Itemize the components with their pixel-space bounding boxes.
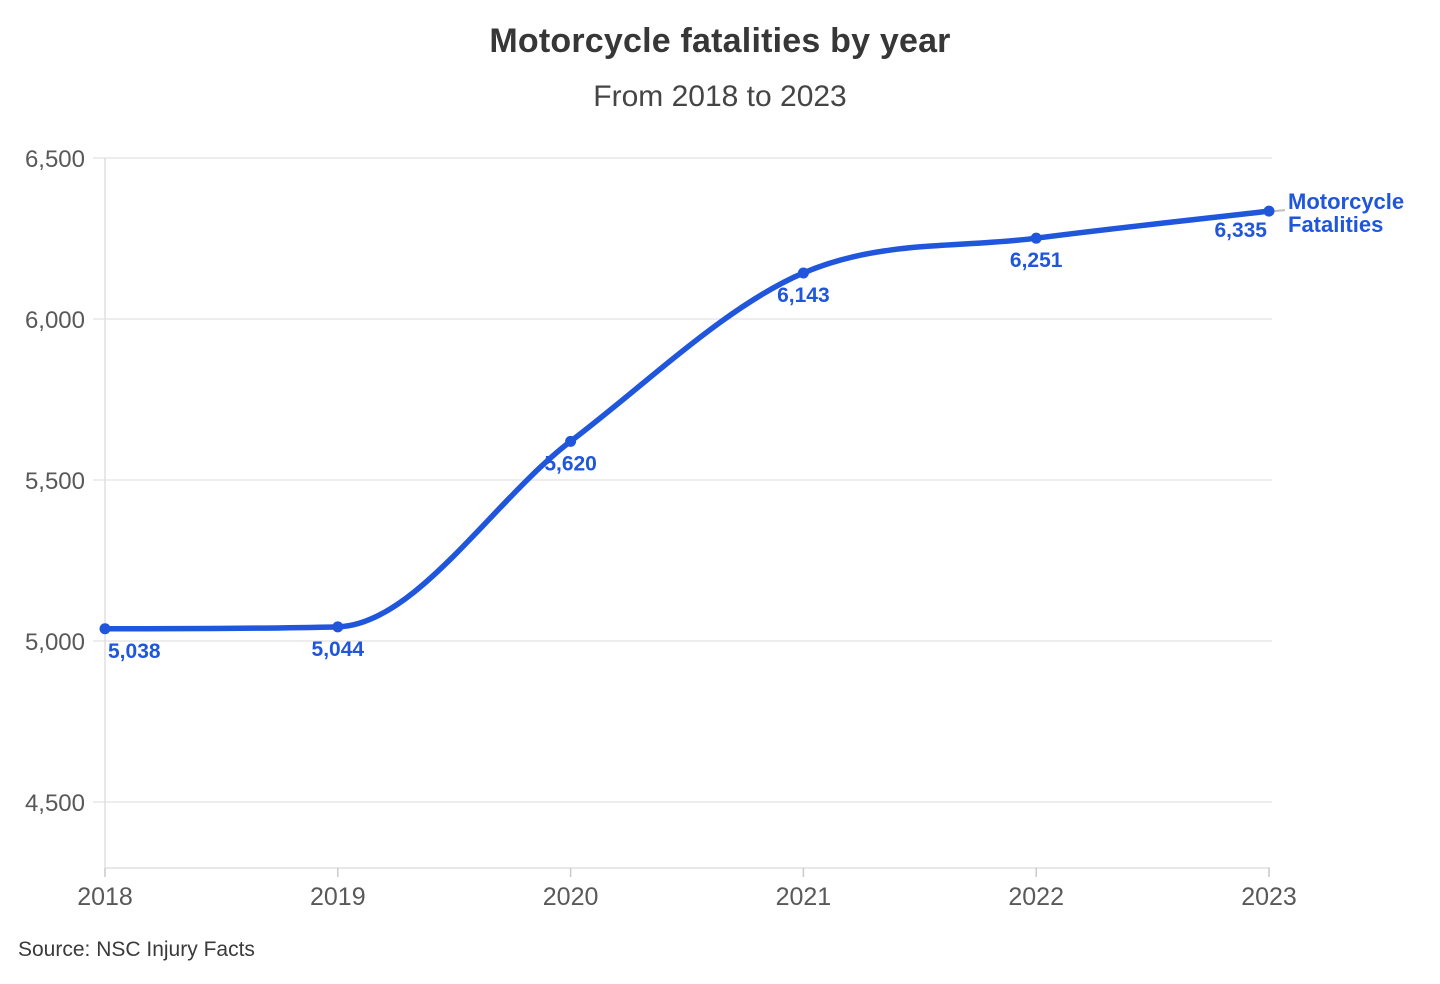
data-point [1030, 232, 1042, 244]
chart-title: Motorcycle fatalities by year [489, 22, 951, 60]
data-point [565, 435, 577, 447]
data-point-label: 6,251 [1010, 249, 1063, 272]
data-point [1263, 205, 1275, 217]
data-point-label: 5,620 [544, 452, 597, 475]
series-legend-line1: Motorcycle [1288, 189, 1405, 214]
x-tick-label: 2020 [543, 883, 599, 911]
chart-subtitle: From 2018 to 2023 [593, 80, 847, 113]
x-tick-label: 2019 [310, 883, 366, 911]
data-point-label: 6,335 [1214, 219, 1267, 242]
y-tick-label: 6,000 [25, 307, 85, 334]
x-tick-label: 2018 [77, 883, 133, 911]
data-point-label: 5,038 [108, 640, 161, 663]
series-legend: Motorcycle Fatalities [1288, 190, 1404, 236]
data-point [332, 621, 344, 633]
source-note: Source: NSC Injury Facts [18, 938, 255, 961]
x-tick-label: 2023 [1241, 883, 1297, 911]
y-tick-label: 4,500 [25, 790, 85, 817]
data-point [99, 623, 111, 635]
y-tick-label: 5,000 [25, 629, 85, 656]
fatalities-line [102, 208, 1272, 632]
data-point-label: 6,143 [777, 284, 830, 307]
y-tick-label: 5,500 [25, 468, 85, 495]
data-point-label: 5,044 [312, 638, 365, 661]
x-tick-label: 2022 [1008, 883, 1064, 911]
x-tick-label: 2021 [776, 883, 832, 911]
data-point [797, 267, 809, 279]
legend-leader-line [1273, 209, 1286, 213]
y-tick-label: 6,500 [25, 146, 85, 173]
series-legend-line2: Fatalities [1288, 212, 1384, 237]
